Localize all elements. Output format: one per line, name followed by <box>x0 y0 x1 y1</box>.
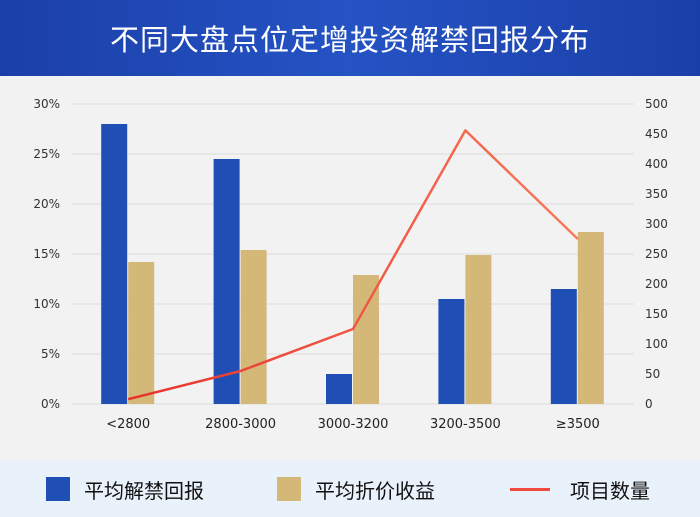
bar-avg-discount-return <box>353 275 379 404</box>
legend-swatch-gold <box>277 477 301 501</box>
legend-swatch-blue <box>46 477 70 501</box>
y-left-tick-label: 10% <box>33 297 60 311</box>
y-right-tick-label: 400 <box>645 157 668 171</box>
y-right-tick-label: 0 <box>645 397 653 411</box>
bar-avg-discount-return <box>465 255 492 404</box>
y-right-tick-label: 300 <box>645 217 668 231</box>
bar-avg-discount-return <box>128 262 155 404</box>
y-right-tick-label: 200 <box>645 277 668 291</box>
legend-label: 平均折价收益 <box>315 478 435 503</box>
bar-avg-unlock-return <box>326 374 352 404</box>
legend-label: 平均解禁回报 <box>84 478 204 503</box>
y-left-tick-label: 0% <box>41 397 60 411</box>
bar-avg-unlock-return <box>213 159 240 404</box>
chart-svg: 0% 5% 10% 15% 20% 25% 30% 0 50 100 150 200 250 300 35… <box>33 97 668 432</box>
x-tick-label: ≥3500 <box>556 417 600 432</box>
y-right-tick-label: 100 <box>645 337 668 351</box>
y-right-tick-label: 50 <box>645 367 660 381</box>
legend-item-avg-discount-return: 平均折价收益 <box>277 475 435 504</box>
chart-header: 不同大盘点位定增投资解禁回报分布 <box>0 0 700 76</box>
chart-title: 不同大盘点位定增投资解禁回报分布 <box>109 23 590 57</box>
bar-avg-unlock-return <box>438 299 465 404</box>
legend-swatch-line <box>510 487 550 491</box>
y-left-tick-label: 5% <box>41 347 60 361</box>
legend-item-avg-unlock-return: 平均解禁回报 <box>46 475 204 504</box>
y-right-tick-label: 150 <box>645 307 668 321</box>
bar-avg-unlock-return <box>101 124 128 404</box>
line-project-count <box>127 129 579 401</box>
x-tick-label: <2800 <box>106 417 150 432</box>
bar-avg-discount-return <box>577 232 604 404</box>
y-left-tick-label: 25% <box>33 147 60 161</box>
x-tick-label: 2800-3000 <box>205 417 276 432</box>
y-right-tick-label: 350 <box>645 187 668 201</box>
bar-avg-unlock-return <box>550 289 577 404</box>
y-right-tick-label: 250 <box>645 247 668 261</box>
y-left-tick-label: 20% <box>33 197 60 211</box>
y-right-tick-label: 450 <box>645 127 668 141</box>
bar-avg-discount-return <box>240 250 267 404</box>
x-tick-label: 3000-3200 <box>318 417 389 432</box>
legend: 平均解禁回报 平均折价收益 项目数量 <box>0 461 700 517</box>
legend-item-project-count: 项目数量 <box>510 475 650 504</box>
y-right-tick-label: 500 <box>645 97 668 111</box>
y-left-tick-label: 30% <box>33 97 60 111</box>
y-left-tick-label: 15% <box>33 247 60 261</box>
legend-label: 项目数量 <box>570 478 650 503</box>
x-tick-label: 3200-3500 <box>430 417 501 432</box>
